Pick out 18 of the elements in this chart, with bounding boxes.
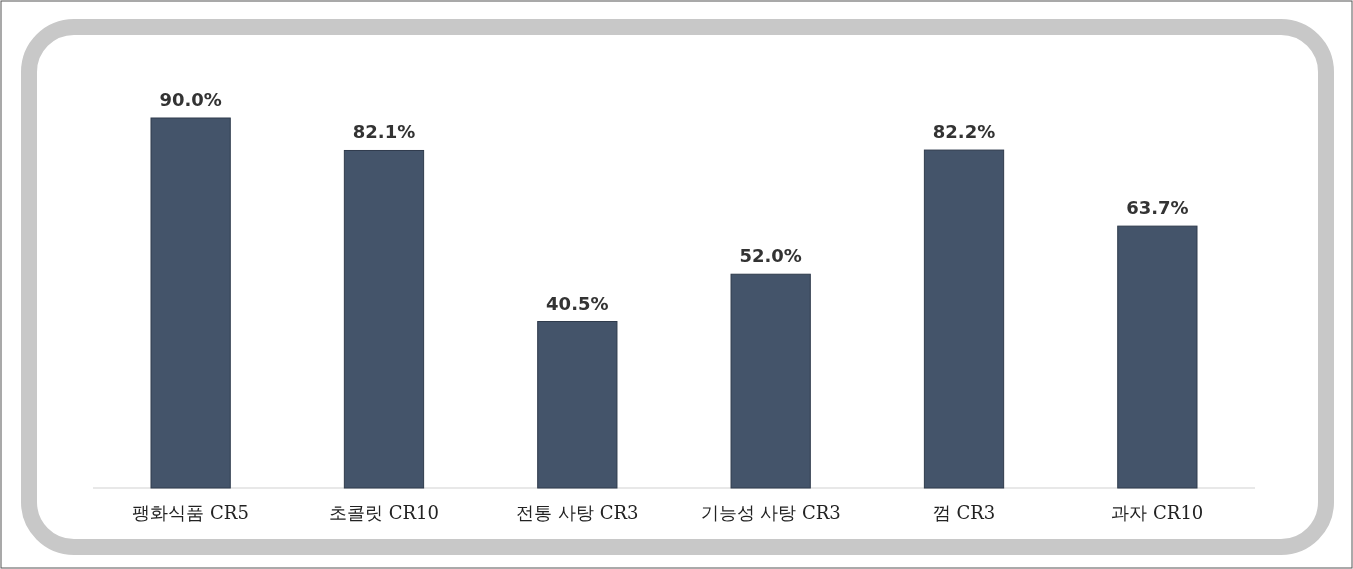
x-tick-label: 전통 사탕 CR3 [516,502,639,523]
x-tick-label: 과자 CR10 [1111,502,1204,523]
bar [150,117,231,489]
bar [537,321,618,489]
x-tick-label: 껌 CR3 [932,502,996,523]
x-tick-label: 팽화식품 CR5 [132,502,249,523]
bar [730,273,811,489]
data-label: 52.0% [739,245,802,267]
data-label: 90.0% [159,89,222,110]
bar [1117,225,1198,489]
x-tick-label: 기능성 사탕 CR3 [700,502,841,523]
data-label: 82.1% [352,121,416,143]
bar [343,149,425,489]
data-label: 63.7% [1126,197,1189,219]
x-tick-label: 초콜릿 CR10 [329,502,439,523]
bar [923,149,1005,489]
data-label: 40.5% [546,292,609,314]
data-label: 82.2% [932,121,996,143]
